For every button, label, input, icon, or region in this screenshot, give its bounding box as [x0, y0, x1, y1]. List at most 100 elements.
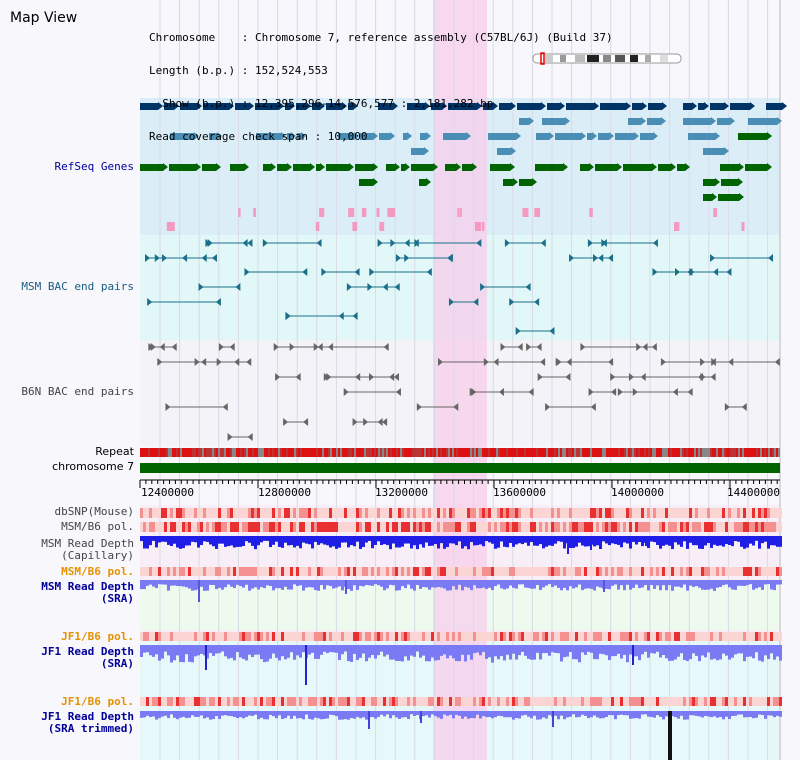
read-depth-bar	[374, 645, 377, 659]
track-label-b6n-bac[interactable]: B6N BAC end pairs	[21, 385, 134, 398]
polymorphism-density-cell	[392, 508, 395, 518]
gene-mark	[459, 208, 462, 217]
read-depth-bar	[437, 580, 440, 587]
polymorphism-density-cell	[359, 522, 362, 532]
track-label-jf1-depth-trim-1[interactable]: JF1 Read Depth	[41, 710, 134, 723]
polymorphism-density-cell	[149, 697, 152, 706]
track-label-msm-depth-cap-1[interactable]: MSM Read Depth	[41, 537, 134, 550]
read-depth-bar	[551, 580, 554, 588]
polymorphism-density-cell	[548, 632, 551, 641]
read-depth-bar	[545, 645, 548, 654]
polymorphism-density-cell	[584, 567, 587, 576]
polymorphism-density-cell	[374, 697, 377, 706]
read-depth-bar	[164, 536, 167, 542]
track-label-dbsnp[interactable]: dbSNP(Mouse)	[54, 505, 134, 518]
track-label-msm-bac[interactable]: MSM BAC end pairs	[21, 280, 134, 293]
polymorphism-density-cell	[323, 697, 326, 706]
polymorphism-density-cell	[614, 567, 617, 576]
polymorphism-density-cell	[362, 632, 365, 641]
gene-strand-arrow	[349, 163, 354, 171]
read-depth-bar	[764, 711, 767, 719]
gene-feature	[411, 148, 424, 155]
read-depth-bar	[608, 536, 611, 546]
polymorphism-density-cell	[179, 522, 182, 532]
repeat-segment	[372, 448, 374, 457]
read-depth-bar	[347, 645, 350, 662]
polymorphism-density-cell	[638, 567, 641, 576]
polymorphism-density-cell	[278, 508, 281, 518]
repeat-segment	[692, 448, 694, 457]
read-depth-bar	[143, 580, 146, 590]
polymorphism-density-cell	[443, 522, 446, 532]
polymorphism-density-cell	[515, 508, 518, 518]
polymorphism-density-cell	[536, 567, 539, 576]
polymorphism-density-cell	[485, 522, 488, 532]
polymorphism-density-cell	[752, 508, 755, 518]
read-depth-bar	[248, 536, 251, 543]
read-depth-bar	[356, 536, 359, 542]
gene-feature	[535, 164, 563, 171]
polymorphism-density-cell	[764, 508, 767, 518]
bac-end-marker	[509, 298, 515, 306]
polymorphism-density-cell	[284, 697, 287, 706]
polymorphism-density-cell	[185, 522, 188, 532]
polymorphism-density-cell	[551, 508, 554, 518]
polymorphism-density-cell	[704, 522, 707, 532]
repeat-segment	[640, 448, 642, 457]
gene-feature	[180, 103, 197, 110]
polymorphism-density-cell	[632, 697, 635, 706]
polymorphism-density-cell	[179, 567, 182, 576]
read-depth-bar	[275, 645, 278, 658]
polymorphism-density-cell	[380, 632, 383, 641]
polymorphism-density-cell	[560, 508, 563, 518]
read-depth-bar	[140, 711, 143, 718]
read-depth-bar	[620, 580, 623, 586]
read-depth-bar	[662, 580, 665, 586]
read-depth-bar	[422, 711, 425, 717]
polymorphism-density-cell	[686, 567, 689, 576]
polymorphism-density-cell	[341, 508, 344, 518]
polymorphism-density-cell	[590, 508, 593, 518]
read-depth-bar	[650, 645, 653, 654]
polymorphism-density-cell	[299, 522, 302, 532]
polymorphism-density-cell	[233, 508, 236, 518]
read-depth-bar	[704, 645, 707, 658]
polymorphism-density-cell	[440, 567, 443, 576]
polymorphism-density-cell	[626, 508, 629, 518]
repeat-segment	[754, 448, 756, 457]
repeat-segment	[364, 448, 366, 457]
track-label-jf1-depth-sra-1[interactable]: JF1 Read Depth	[41, 645, 134, 658]
polymorphism-density-cell	[584, 508, 587, 518]
polymorphism-density-cell	[146, 508, 149, 518]
read-depth-bar	[431, 580, 434, 588]
gene-mark	[319, 208, 325, 217]
read-depth-bar	[233, 645, 236, 661]
gene-strand-arrow	[291, 132, 296, 140]
read-depth-bar	[767, 580, 770, 585]
read-depth-bar	[536, 580, 539, 586]
polymorphism-density-cell	[548, 567, 551, 576]
track-label-jf1-pol-2[interactable]: JF1/B6 pol.	[61, 695, 134, 708]
read-depth-bar	[395, 536, 398, 548]
polymorphism-density-cell	[341, 632, 344, 641]
gene-mark	[238, 208, 241, 217]
read-depth-bar	[527, 711, 530, 717]
polymorphism-density-cell	[764, 522, 767, 532]
read-depth-bar	[614, 711, 617, 720]
track-label-msm-depth-sra-1[interactable]: MSM Read Depth	[41, 580, 134, 593]
polymorphism-density-cell	[416, 522, 419, 532]
polymorphism-density-cell	[689, 632, 692, 641]
track-label-jf1-pol[interactable]: JF1/B6 pol.	[61, 630, 134, 643]
polymorphism-density-cell	[719, 697, 722, 706]
track-label-refseq[interactable]: RefSeq Genes	[54, 160, 134, 173]
read-depth-bar	[365, 711, 368, 720]
ideogram-band	[560, 55, 566, 62]
track-label-msm-pol-2[interactable]: MSM/B6 pol.	[61, 565, 134, 578]
gene-feature	[296, 103, 306, 110]
track-label-msm-pol[interactable]: MSM/B6 pol.	[61, 520, 134, 533]
bac-end-marker	[608, 358, 614, 366]
polymorphism-density-cell	[425, 508, 428, 518]
polymorphism-density-cell	[503, 632, 506, 641]
read-depth-bar	[461, 580, 464, 591]
